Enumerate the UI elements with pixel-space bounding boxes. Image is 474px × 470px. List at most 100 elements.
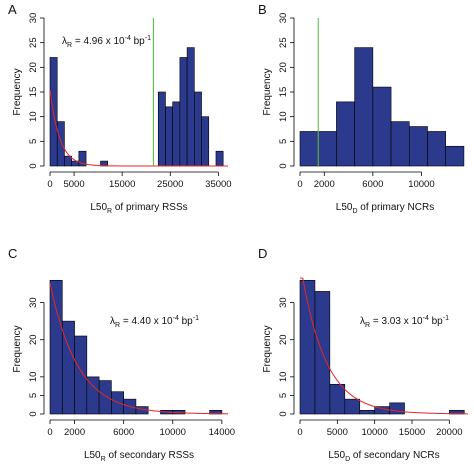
bar	[165, 106, 173, 167]
y-tick-label: 10	[28, 111, 39, 122]
bar	[317, 131, 337, 167]
y-tick-label: 30	[278, 13, 289, 24]
bar	[299, 131, 319, 167]
y-tick-label: 25	[278, 37, 289, 48]
x-tick-label: 5000	[327, 427, 348, 438]
bar	[98, 380, 112, 415]
lambda-unit: bp	[429, 316, 443, 327]
bars	[49, 47, 224, 167]
bars	[299, 279, 465, 415]
x-tick-label: 10000	[408, 179, 434, 190]
y-tick-label: 20	[28, 334, 39, 345]
x-tick-label: 5000	[63, 179, 84, 190]
bar	[336, 101, 355, 167]
y-tick-label: 20	[278, 62, 289, 73]
x-axis-label-sub: D	[345, 456, 350, 463]
lambda-value: = 4.40 x 10	[120, 316, 173, 327]
panel-d: D 0 5000 10000 15000 20000 0 5 10 20 30 Frequency L5…	[258, 246, 469, 463]
y-tick-label: 5	[278, 393, 289, 398]
x-axis-label-rest: of primary RSSs	[112, 202, 188, 213]
y-axis-label: Frequency	[12, 325, 23, 372]
lambda-unit-exponent: -1	[145, 35, 151, 42]
lambda-value: = 3.03 x 10	[370, 316, 423, 327]
y-tick-label: 10	[28, 372, 39, 383]
x-tick-label: 20000	[436, 427, 462, 438]
lambda-exponent: -4	[423, 315, 429, 322]
bar	[186, 47, 195, 167]
x-tick-label: 10000	[361, 427, 387, 438]
y-tick-label: 15	[28, 87, 39, 98]
x-tick-label: 0	[47, 427, 52, 438]
x-axis-label: L50R of secondary RSSs	[84, 450, 194, 463]
x-tick-label: 2000	[64, 427, 85, 438]
x-axis-label: L50R of primary RSSs	[90, 202, 187, 215]
panel-a: A 0 5000 15000 25000 35000 0 5 10 15 20 25 30 Frequen…	[8, 2, 232, 215]
x-tick-label: 14000	[209, 427, 235, 438]
bar	[179, 57, 188, 167]
lambda-unit: bp	[131, 36, 145, 47]
y-tick-label: 20	[278, 334, 289, 345]
y-axis-label: Frequency	[12, 68, 23, 115]
y-tick-label: 30	[28, 297, 39, 308]
y-tick-label: 0	[278, 163, 289, 168]
x-tick-label: 35000	[205, 179, 231, 190]
lambda-unit: bp	[179, 316, 193, 327]
x-tick-label: 10000	[160, 427, 186, 438]
bar	[86, 376, 100, 415]
lambda-unit-exponent: -1	[443, 315, 449, 322]
x-tick-label: 0	[297, 179, 302, 190]
x-axis-label-rest: of primary NCRs	[358, 202, 435, 213]
x-axis-label-sub: R	[107, 208, 112, 215]
bar	[215, 150, 224, 167]
panel-letter: C	[8, 246, 17, 261]
bar	[56, 121, 65, 167]
bar	[445, 145, 465, 167]
bar	[372, 86, 392, 167]
x-tick-label: 15000	[109, 179, 135, 190]
panel-letter: B	[258, 2, 267, 17]
lambda-value: = 4.96 x 10	[72, 36, 125, 47]
y-axis-label: Frequency	[262, 68, 273, 115]
y-tick-label: 0	[278, 411, 289, 416]
bars	[49, 279, 223, 415]
panel-letter: D	[258, 246, 267, 261]
x-tick-label: 0	[47, 179, 52, 190]
lambda-sub: R	[67, 42, 72, 49]
x-tick-label: 0	[297, 427, 302, 438]
bar	[344, 398, 361, 415]
bar	[157, 91, 166, 167]
y-tick-label: 0	[28, 163, 39, 168]
x-tick-label: 25000	[157, 179, 183, 190]
bar	[201, 116, 210, 167]
bar	[354, 47, 374, 167]
lambda-exponent: -4	[125, 35, 131, 42]
x-axis-label-main: L50	[328, 450, 345, 461]
lambda-annotation: λR = 4.40 x 10-4 bp-1	[110, 315, 199, 329]
y-tick-label: 5	[28, 139, 39, 144]
x-axis-label: L50D of primary NCRs	[336, 202, 434, 215]
y-tick-label: 30	[278, 297, 289, 308]
bar	[359, 409, 375, 415]
y-axis-label: Frequency	[262, 325, 273, 372]
x-axis-label-sub: D	[352, 208, 357, 215]
bar	[64, 155, 72, 167]
bar	[172, 101, 181, 167]
bar	[78, 150, 87, 167]
x-tick-label: 6000	[362, 179, 383, 190]
y-tick-label: 15	[278, 87, 289, 98]
lambda-exponent: -4	[173, 315, 179, 322]
fit-curve	[300, 277, 469, 415]
y-tick-label: 30	[28, 13, 39, 24]
y-tick-label: 10	[278, 372, 289, 383]
lambda-annotation: λR = 4.96 x 10-4 bp-1	[62, 35, 151, 49]
x-axis-label-sub: R	[101, 456, 106, 463]
bar	[408, 126, 428, 167]
lambda-symbol: λ	[110, 316, 115, 327]
y-tick-label: 20	[28, 62, 39, 73]
lambda-sub: R	[365, 322, 370, 329]
bar	[427, 131, 447, 167]
x-tick-label: 2000	[314, 179, 335, 190]
bar	[389, 402, 405, 415]
bars	[299, 47, 465, 167]
y-tick-label: 5	[28, 393, 39, 398]
